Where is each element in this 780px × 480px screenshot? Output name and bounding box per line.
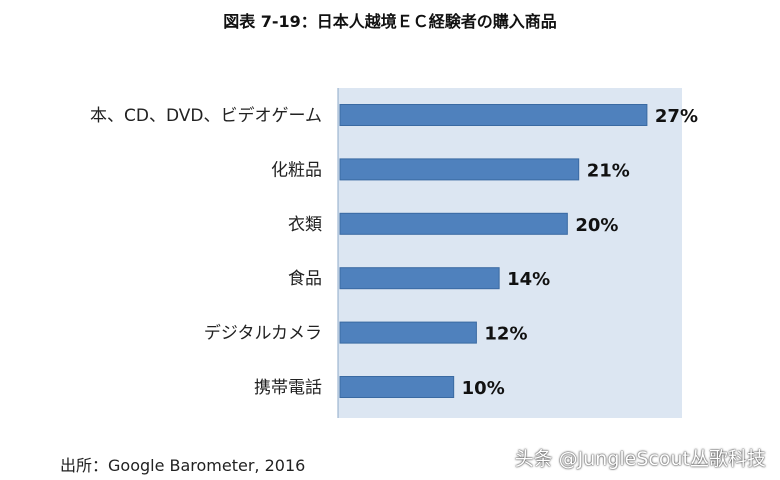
bar-chart: 本、CD、DVD、ビデオゲーム 27% 化粧品 21% 衣類 20% 食品 14% デジタルカメ… [90, 88, 698, 418]
watermark: 头条 @JungleScout丛歌科技 [514, 448, 766, 470]
plot-area [338, 88, 682, 418]
chart-title: 図表 7-19：日本人越境ＥＣ経験者の購入商品 [223, 12, 557, 31]
data-label: 12% [484, 324, 527, 345]
bar [339, 104, 648, 126]
category-label: デジタルカメラ [204, 323, 322, 344]
data-label: 27% [655, 106, 698, 127]
category-label: 化粧品 [271, 160, 322, 180]
bar [339, 267, 500, 290]
category-label: 本、CD、DVD、ビデオゲーム [90, 105, 322, 126]
data-label: 21% [587, 160, 630, 181]
data-label: 20% [575, 215, 618, 236]
bar [339, 321, 477, 344]
category-label: 携帯電話 [254, 378, 322, 398]
bar [339, 376, 455, 398]
bar [339, 158, 580, 181]
source-note: 出所：Google Barometer, 2016 [60, 456, 306, 475]
category-label: 衣類 [288, 215, 322, 235]
category-label: 食品 [288, 269, 322, 289]
data-label: 14% [507, 269, 550, 290]
data-label: 10% [462, 378, 505, 399]
bar [339, 212, 568, 235]
